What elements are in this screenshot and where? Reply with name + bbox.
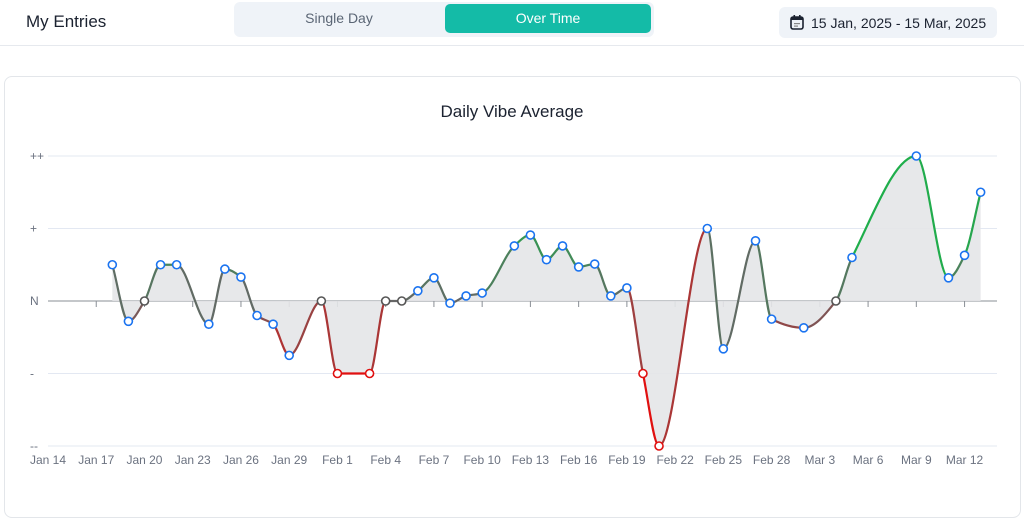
data-point [268, 319, 278, 330]
line-segment [706, 227, 725, 350]
data-point [798, 323, 809, 333]
x-tick-label: Feb 22 [656, 453, 694, 467]
y-tick-label: ++ [30, 149, 44, 163]
data-point [959, 250, 970, 261]
line-segment [851, 154, 917, 258]
x-tick-label: Jan 20 [126, 453, 162, 467]
data-point [943, 272, 954, 283]
data-point [204, 319, 214, 330]
y-tick-label: -- [30, 439, 38, 453]
data-point [975, 187, 986, 198]
x-tick-label: Jan 14 [30, 453, 66, 467]
calendar-icon [790, 15, 804, 30]
data-point [847, 252, 857, 263]
x-tick-label: Feb 10 [463, 453, 501, 467]
x-tick-label: Feb 25 [705, 453, 743, 467]
data-point [573, 262, 584, 272]
x-tick-label: Jan 29 [271, 453, 307, 467]
area-fill [112, 156, 981, 446]
data-point [461, 291, 471, 301]
data-point [380, 296, 391, 306]
date-range-picker[interactable]: 15 Jan, 2025 - 15 Mar, 2025 [779, 7, 997, 38]
data-point [622, 283, 632, 293]
data-point [911, 151, 922, 161]
header: My Entries Single Day Over Time 15 Jan, … [0, 0, 1024, 46]
line-segment [915, 154, 950, 279]
data-point [364, 368, 375, 379]
x-tick-label: Mar 6 [853, 453, 884, 467]
data-point [316, 296, 327, 306]
data-point [557, 241, 568, 251]
vibe-chart: +++N---Jan 14 Jan 17 Jan 20 Jan 23 Jan 26 Jan… [30, 149, 997, 467]
view-toggle: Single Day Over Time [234, 2, 654, 37]
x-tick-label: Feb 1 [322, 453, 353, 467]
x-tick-label: Jan 26 [223, 453, 259, 467]
data-point [396, 296, 407, 306]
y-tick-label: - [30, 367, 34, 381]
tab-single-day[interactable]: Single Day [305, 10, 373, 26]
page-title: My Entries [26, 12, 107, 31]
data-point [589, 259, 600, 269]
data-point [155, 259, 166, 270]
data-point [445, 298, 455, 308]
data-point [332, 368, 343, 379]
data-point [654, 441, 664, 451]
data-point [139, 296, 150, 306]
data-point [750, 236, 761, 246]
data-point [525, 230, 536, 240]
line-segment [722, 239, 757, 350]
data-point [638, 368, 648, 379]
data-point [429, 272, 439, 283]
x-tick-label: Jan 17 [78, 453, 114, 467]
data-point [252, 310, 262, 321]
y-tick-label: N [30, 294, 39, 308]
data-point [766, 314, 777, 324]
x-tick-label: Mar 9 [901, 453, 932, 467]
x-tick-label: Feb 19 [608, 453, 646, 467]
line-segment [657, 227, 709, 448]
data-point [541, 254, 552, 265]
x-tick-label: Feb 13 [512, 453, 550, 467]
date-range-label: 15 Jan, 2025 - 15 Mar, 2025 [811, 14, 987, 31]
x-tick-label: Feb 28 [753, 453, 791, 467]
data-point [107, 259, 118, 270]
x-tick-label: Jan 23 [175, 453, 211, 467]
data-point [509, 241, 520, 251]
data-point [831, 296, 841, 306]
data-point [171, 259, 182, 270]
x-tick-label: Mar 12 [946, 453, 984, 467]
data-point [123, 316, 134, 327]
x-tick-label: Feb 7 [419, 453, 450, 467]
tab-over-time[interactable]: Over Time [445, 4, 651, 33]
chart-title: Daily Vibe Average [440, 102, 584, 121]
data-point [477, 288, 487, 298]
x-tick-label: Feb 4 [370, 453, 401, 467]
x-tick-label: Mar 3 [804, 453, 835, 467]
data-point [413, 286, 423, 296]
data-point [605, 291, 616, 301]
y-tick-label: + [30, 222, 37, 236]
x-tick-label: Feb 16 [560, 453, 598, 467]
data-point [284, 350, 295, 361]
data-point [718, 344, 729, 354]
data-point [702, 223, 713, 234]
data-point [236, 272, 246, 282]
data-point [220, 264, 230, 274]
